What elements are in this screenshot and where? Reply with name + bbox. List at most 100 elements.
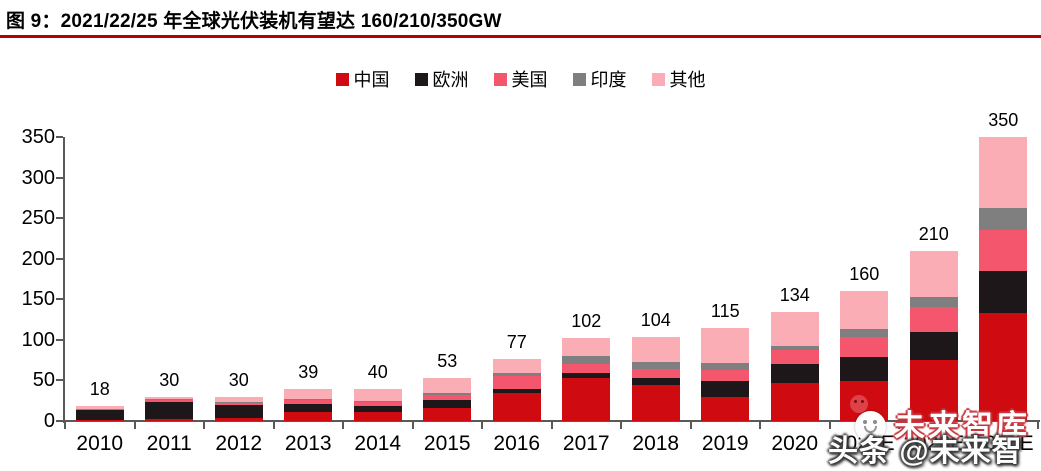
bar-segment-others-2020 xyxy=(770,312,819,347)
bar-total-label-2022E: 210 xyxy=(918,223,949,244)
x-axis-tick xyxy=(550,422,553,429)
bar-segment-india-2011 xyxy=(145,399,194,400)
bar-segment-europe-2019 xyxy=(701,381,750,398)
bar-total-label-2010: 18 xyxy=(89,379,110,400)
y-axis-tick xyxy=(56,298,63,301)
legend: 中国 欧洲 美国 印度 其他 xyxy=(0,66,1041,92)
x-axis-tick xyxy=(342,422,344,429)
x-axis-tick xyxy=(203,422,205,429)
legend-swatch-china xyxy=(335,72,349,86)
legend-item-us: 美国 xyxy=(493,66,548,92)
bar-segment-india-2020 xyxy=(770,346,819,350)
legend-label-others: 其他 xyxy=(669,70,706,90)
bar-segment-china-2014 xyxy=(353,412,402,421)
y-axis-tick-label: 350 xyxy=(21,126,55,148)
bar-segment-others-2010 xyxy=(75,406,124,409)
x-axis-tick xyxy=(898,422,900,429)
bar-segment-us-2014 xyxy=(353,401,402,407)
bar-segment-india-2019 xyxy=(701,363,750,370)
bar-total-label-2015: 53 xyxy=(437,350,458,371)
bar-segment-india-2018 xyxy=(631,361,680,370)
x-axis-category-2015: 2015 xyxy=(423,432,471,455)
bar-segment-india-2022E xyxy=(909,296,958,308)
x-axis-category-2019: 2019 xyxy=(701,432,749,455)
bar-segment-others-2017 xyxy=(562,338,611,357)
legend-label-china: 中国 xyxy=(353,70,390,90)
x-axis-line xyxy=(63,420,1040,422)
bar-segment-us-2018 xyxy=(631,369,680,378)
y-axis-tick xyxy=(56,338,63,341)
bar-segment-us-2025E xyxy=(979,229,1028,271)
bar-segment-others-2014 xyxy=(353,388,402,401)
x-axis-tick xyxy=(828,422,831,429)
bar-segment-others-2015 xyxy=(423,377,472,394)
x-axis-tick xyxy=(620,422,622,429)
bar-segment-europe-2015 xyxy=(423,399,472,408)
x-axis-category-2020: 2020 xyxy=(771,432,819,455)
y-axis-tick-label: 200 xyxy=(21,247,55,270)
x-axis-tick xyxy=(133,422,136,429)
bar-segment-us-2012 xyxy=(214,402,263,405)
legend-label-europe: 欧洲 xyxy=(432,70,469,90)
x-axis-tick xyxy=(759,422,761,429)
bar-segment-india-2013 xyxy=(284,399,333,400)
bar-segment-china-2011 xyxy=(145,418,194,421)
y-axis-tick-label: 0 xyxy=(43,410,55,432)
bar-segment-us-2022E xyxy=(909,307,958,332)
bar-segment-india-2017 xyxy=(562,356,611,365)
x-axis-tick xyxy=(967,422,970,429)
bar-segment-us-2021E xyxy=(840,337,889,357)
bar-segment-others-2012 xyxy=(214,396,263,402)
x-axis-category-2014: 2014 xyxy=(354,432,402,455)
title-underline xyxy=(0,35,1041,38)
chart-title: 图 9：2021/22/25 年全球光伏装机有望达 160/210/350GW xyxy=(6,11,502,32)
bar-segment-india-2015 xyxy=(423,393,472,396)
legend-item-china: 中国 xyxy=(335,66,390,92)
y-axis-tick xyxy=(56,217,63,220)
x-axis-category-2011: 2011 xyxy=(146,432,192,455)
x-axis-tick xyxy=(272,422,275,429)
bar-segment-us-2017 xyxy=(562,364,611,374)
bar-total-label-2014: 40 xyxy=(367,361,388,382)
x-axis-category-2025E: 2025E xyxy=(972,432,1034,455)
bar-segment-europe-2010 xyxy=(75,409,124,421)
bar-segment-europe-2011 xyxy=(145,401,194,419)
bar-segment-us-2010 xyxy=(75,408,124,410)
y-axis-tick-label: 100 xyxy=(21,328,55,351)
bar-segment-india-2016 xyxy=(492,373,541,377)
bar-segment-others-2016 xyxy=(492,358,541,374)
legend-swatch-us xyxy=(493,72,507,86)
bar-segment-others-2013 xyxy=(284,389,333,400)
bar-total-label-2016: 77 xyxy=(506,331,527,352)
x-axis-category-2013: 2013 xyxy=(284,432,332,455)
bar-total-label-2012: 30 xyxy=(228,369,249,390)
bar-segment-china-2018 xyxy=(631,385,680,421)
bar-segment-china-2020 xyxy=(770,382,819,421)
x-axis-tick xyxy=(411,422,414,429)
legend-item-india: 印度 xyxy=(572,66,627,92)
y-axis-tick-label: 50 xyxy=(32,369,55,392)
y-axis-tick-label: 300 xyxy=(21,166,55,189)
y-axis-tick-label: 250 xyxy=(21,207,55,230)
bar-segment-europe-2018 xyxy=(631,377,680,386)
bar-total-label-2019: 115 xyxy=(710,300,740,321)
bar-segment-china-2015 xyxy=(423,408,472,421)
bar-segment-others-2018 xyxy=(631,336,680,362)
bar-segment-india-2014 xyxy=(353,400,402,402)
bar-segment-europe-2022E xyxy=(909,331,958,361)
y-axis-tick xyxy=(56,257,63,260)
bar-segment-europe-2025E xyxy=(979,270,1028,314)
bar-segment-us-2016 xyxy=(492,376,541,389)
bar-total-label-2011: 30 xyxy=(159,369,180,390)
bar-segment-china-2021E xyxy=(840,381,889,421)
x-axis-tick xyxy=(64,422,66,429)
bar-segment-europe-2013 xyxy=(284,403,333,413)
legend-swatch-india xyxy=(572,72,586,86)
bar-segment-europe-2012 xyxy=(214,404,263,418)
bar-segment-us-2020 xyxy=(770,349,819,365)
bar-segment-china-2012 xyxy=(214,417,263,421)
bar-segment-others-2021E xyxy=(840,291,889,330)
legend-item-others: 其他 xyxy=(651,66,706,92)
bar-segment-us-2015 xyxy=(423,395,472,400)
